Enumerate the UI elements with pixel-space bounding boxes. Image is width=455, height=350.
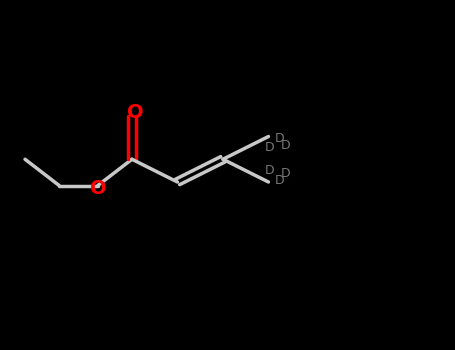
Text: D: D (281, 139, 291, 152)
Text: D: D (275, 174, 285, 187)
Text: D: D (275, 132, 285, 145)
Text: D: D (281, 167, 291, 180)
Text: D: D (264, 141, 274, 154)
Text: O: O (90, 180, 106, 198)
Text: O: O (127, 103, 144, 122)
Text: D: D (264, 164, 274, 177)
